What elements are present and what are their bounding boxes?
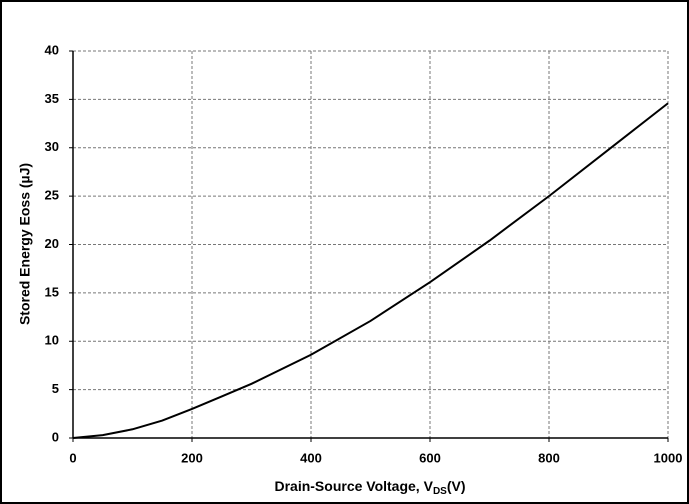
x-tick-label: 0 (69, 450, 76, 465)
y-axis-label: Stored Energy Eoss (µJ) (17, 163, 33, 325)
y-tick-label: 0 (52, 429, 59, 444)
x-tick-label: 1000 (654, 450, 683, 465)
x-label-subscript: DS (433, 486, 447, 497)
x-tick-label: 600 (419, 450, 441, 465)
data-line (72, 102, 669, 439)
y-tick-label: 30 (45, 139, 59, 154)
x-tick-label: 800 (538, 450, 560, 465)
x-label-text: Drain-Source Voltage, V (274, 478, 433, 494)
x-tick-label: 400 (300, 450, 322, 465)
y-tick-label: 40 (45, 42, 59, 57)
y-tick-label: 20 (45, 236, 59, 251)
y-tick-label: 35 (45, 91, 59, 106)
x-label-suffix: (V) (447, 478, 466, 494)
y-tick-label: 25 (45, 188, 59, 203)
y-tick-label: 5 (52, 381, 59, 396)
x-axis-label: Drain-Source Voltage, VDS(V) (274, 478, 465, 497)
y-tick-label: 15 (45, 284, 59, 299)
x-tick-label: 200 (181, 450, 203, 465)
y-tick-label: 10 (45, 333, 59, 348)
